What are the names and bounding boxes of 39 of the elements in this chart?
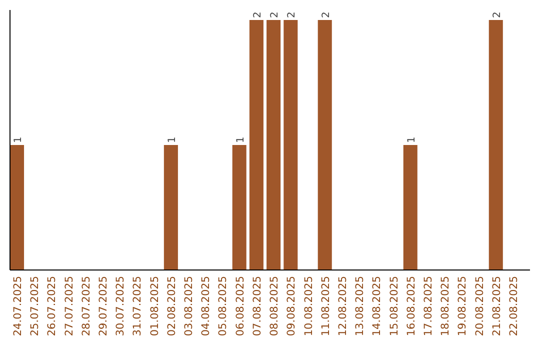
x-tick-label: 11.08.2025 [320, 276, 332, 336]
x-tick-label: 12.08.2025 [336, 276, 349, 336]
x-tick-label: 19.08.2025 [456, 276, 469, 336]
x-tick-label: 29.07.2025 [98, 276, 110, 336]
x-tick-label: 16.08.2025 [405, 276, 418, 336]
x-tick-label: 08.08.2025 [268, 276, 281, 336]
data-label: 1 [166, 136, 178, 143]
data-label: 2 [252, 12, 264, 18]
data-label: 2 [270, 12, 281, 18]
x-tick-label: 28.07.2025 [80, 276, 92, 336]
x-tick-label: 30.07.2025 [114, 276, 127, 336]
x-tick-label: 20.08.2025 [474, 276, 486, 336]
x-tick-label: 01.08.2025 [148, 276, 161, 336]
x-tick-label: 31.07.2025 [132, 276, 144, 336]
x-tick-label: 05.08.2025 [217, 276, 230, 336]
x-tick-label: 24.07.2025 [12, 276, 24, 336]
x-tick-label: 10.08.2025 [302, 276, 315, 336]
x-tick-label: 09.08.2025 [286, 276, 298, 336]
data-label: 2 [286, 12, 298, 18]
x-tick-label: 22.08.2025 [508, 276, 520, 336]
x-tick-label: 25.07.2025 [29, 276, 42, 336]
x-tick-label: 14.08.2025 [371, 276, 384, 336]
x-tick-label: 04.08.2025 [200, 276, 212, 336]
x-tick-label: 15.08.2025 [388, 276, 400, 336]
x-tick-label: 21.08.2025 [490, 276, 503, 336]
x-tick-label: 06.08.2025 [234, 276, 246, 336]
data-label: 1 [406, 136, 418, 143]
x-tick-label: 02.08.2025 [166, 276, 178, 336]
x-tick-label: 07.08.2025 [251, 276, 264, 336]
data-label: 1 [235, 136, 246, 143]
x-tick-label: 18.08.2025 [440, 276, 452, 336]
x-tick-label: 26.07.2025 [46, 276, 58, 336]
data-label: 2 [492, 12, 503, 18]
x-tick-label: 27.07.2025 [63, 276, 76, 336]
data-label: 1 [13, 136, 24, 143]
x-tick-label: 17.08.2025 [422, 276, 434, 336]
x-tick-label: 03.08.2025 [183, 276, 196, 336]
x-tick-label: 13.08.2025 [354, 276, 366, 336]
data-label: 2 [320, 12, 332, 18]
